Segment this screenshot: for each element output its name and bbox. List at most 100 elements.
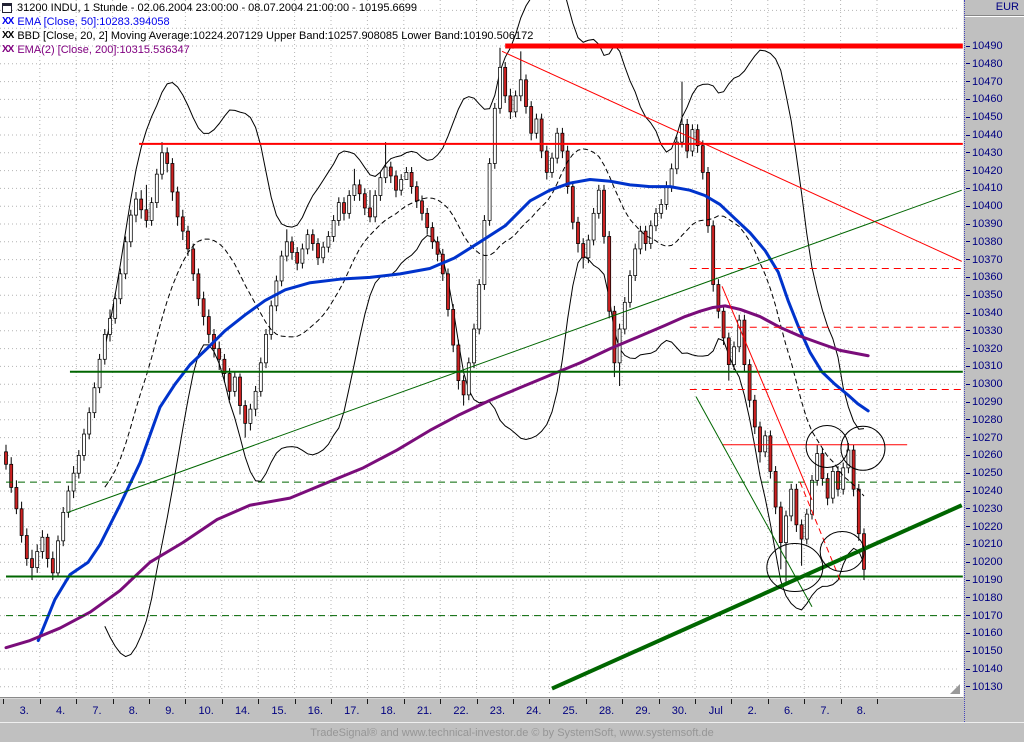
price-axis-label: 10390: [966, 218, 1003, 230]
time-axis-tick: [695, 699, 696, 704]
price-axis-label: 10430: [966, 147, 1003, 159]
price-chart-svg[interactable]: [0, 0, 963, 697]
chart-area[interactable]: 31200 INDU, 1 Stunde - 02.06.2004 23:00:…: [0, 0, 964, 697]
price-axis-label: 10300: [966, 378, 1003, 390]
formula-icon: XX: [2, 44, 14, 55]
status-bar: TradeSignal® and www.technical-investor.…: [0, 722, 1024, 742]
time-axis-tick: [331, 699, 332, 704]
date-label: 4.: [56, 705, 66, 717]
price-axis-label: 10380: [966, 236, 1003, 248]
formula-icon: XX: [2, 30, 14, 41]
price-axis-label: 10470: [966, 76, 1003, 88]
price-axis-label: 10400: [966, 200, 1003, 212]
date-label: 30.: [671, 705, 688, 717]
time-axis-tick: [549, 699, 551, 704]
price-axis-label: 10320: [966, 343, 1003, 355]
date-label: 28.: [598, 705, 615, 717]
price-axis-label: 10350: [966, 289, 1003, 301]
date-label: 15.: [271, 705, 287, 717]
price-axis: EUR 10490 10480 10470 10460 10450 10440 10430 1…: [964, 0, 1024, 722]
price-axis-label: 10310: [966, 360, 1003, 372]
date-label: 7.: [820, 705, 830, 717]
time-axis-tick: [440, 699, 442, 704]
date-label: Jul: [708, 705, 723, 717]
date-label: 8.: [856, 705, 866, 717]
date-label: 3.: [19, 705, 29, 717]
time-axis-tick: [585, 699, 587, 704]
date-label: 2.: [747, 705, 757, 717]
price-axis-label: 10190: [966, 574, 1003, 586]
time-axis-tick: [804, 699, 806, 704]
price-axis-label: 10490: [966, 40, 1003, 52]
date-label: 21.: [416, 705, 433, 717]
time-axis-tick: [403, 699, 405, 704]
chart-title: 31200 INDU, 1 Stunde - 02.06.2004 23:00:…: [17, 2, 417, 14]
time-axis-tick: [476, 699, 478, 704]
time-axis-tick: [840, 699, 842, 704]
price-axis-label: 10210: [966, 538, 1003, 550]
price-axis-label: 10450: [966, 111, 1003, 123]
date-label: 9.: [165, 705, 175, 717]
price-axis-label: 10170: [966, 610, 1003, 622]
ema50-label: EMA [Close, 50]:10283.394058: [17, 16, 170, 28]
price-axis-label: 10200: [966, 556, 1003, 568]
price-axis-label: 10180: [966, 592, 1003, 604]
date-label: 14.: [234, 705, 251, 717]
price-axis-label: 10340: [966, 307, 1003, 319]
price-axis-label: 10230: [966, 503, 1003, 515]
copyright-text: TradeSignal® and www.technical-investor.…: [310, 727, 714, 739]
time-axis: 3. 4. 7. 8. 9. 10. 14. 15. 16. 17. 18. 21. 22. 23. 24.…: [0, 697, 963, 723]
time-axis-tick: [258, 699, 260, 704]
indicator-row-bbd[interactable]: XX BBD [Close, 20, 2] Moving Average:102…: [2, 29, 533, 43]
chart-legend: 31200 INDU, 1 Stunde - 02.06.2004 23:00:…: [2, 1, 533, 57]
date-label: 7.: [92, 705, 102, 717]
currency-label: EUR: [965, 0, 1024, 16]
time-axis-tick: [294, 699, 296, 704]
price-axis-label: 10440: [966, 129, 1003, 141]
price-axis-label: 10290: [966, 396, 1003, 408]
price-axis-label: 10410: [966, 182, 1003, 194]
time-axis-tick: [112, 699, 114, 704]
time-axis-tick: [39, 699, 41, 704]
time-axis-tick: [767, 699, 769, 704]
date-label: 29.: [635, 705, 651, 717]
price-axis-label: 10260: [966, 449, 1003, 461]
time-axis-tick: [3, 699, 5, 704]
price-axis-label: 10270: [966, 432, 1003, 444]
price-axis-label: 10140: [966, 663, 1003, 675]
time-axis-tick: [658, 699, 660, 704]
date-label: 23.: [489, 705, 506, 717]
date-label: 17.: [344, 705, 360, 717]
time-axis-tick: [149, 699, 150, 704]
indicator-row-ema50[interactable]: XX EMA [Close, 50]:10283.394058: [2, 15, 533, 29]
price-axis-label: 10370: [966, 254, 1003, 266]
price-axis-label: 10220: [966, 521, 1003, 533]
bbd-label: BBD [Close, 20, 2] Moving Average:10224.…: [17, 30, 534, 42]
price-axis-label: 10360: [966, 271, 1003, 283]
price-axis-label: 10460: [966, 93, 1003, 105]
time-axis-tick: [221, 699, 223, 704]
time-axis-tick: [622, 699, 624, 704]
price-axis-label: 10420: [966, 165, 1003, 177]
price-axis-label: 10160: [966, 627, 1003, 639]
date-label: 6.: [784, 705, 794, 717]
date-label: 8.: [128, 705, 138, 717]
date-label: 18.: [380, 705, 396, 717]
price-axis-label: 10150: [966, 645, 1003, 657]
price-axis-label: 10480: [966, 58, 1003, 70]
price-axis-label: 10280: [966, 414, 1003, 426]
price-axis-label: 10250: [966, 467, 1003, 479]
resize-handle-icon[interactable]: [950, 684, 960, 694]
date-label: 24.: [526, 705, 542, 717]
chart-window-icon: [2, 3, 12, 13]
date-label: 10.: [198, 705, 214, 717]
indicator-row-ema200[interactable]: XX EMA(2) [Close, 200]:10315.536347: [2, 43, 533, 57]
time-axis-tick: [877, 699, 878, 704]
date-label: 16.: [307, 705, 324, 717]
time-axis-tick: [76, 699, 78, 704]
time-axis-tick: [185, 699, 187, 704]
time-axis-tick: [513, 699, 514, 704]
price-axis-label: 10330: [966, 325, 1003, 337]
time-axis-tick: [367, 699, 369, 704]
